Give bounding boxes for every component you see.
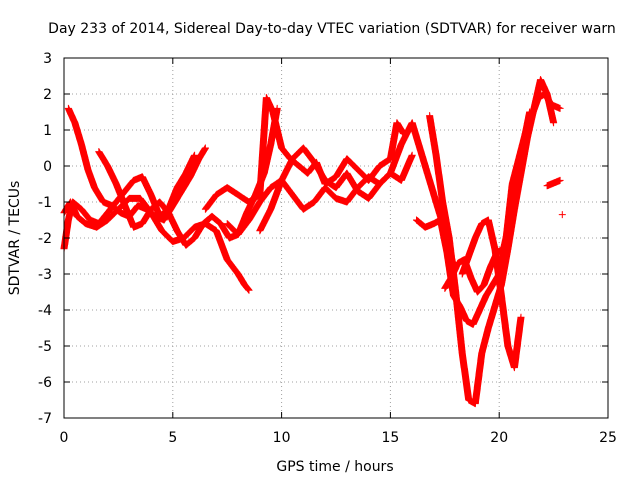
y-tick-label: -3 bbox=[38, 267, 52, 283]
axis-ticks: 0 5 10 15 20 25 -7 -6 -5 -4 -3 -2 -1 0 1 2 3 bbox=[38, 51, 617, 446]
series-track-6 bbox=[223, 151, 416, 238]
grid-lines bbox=[64, 58, 608, 418]
y-tick-label: 3 bbox=[43, 51, 52, 67]
y-tick-label: 1 bbox=[43, 123, 52, 139]
x-tick-label: 15 bbox=[381, 430, 399, 446]
x-tick-label: 10 bbox=[273, 430, 291, 446]
series-track-12 bbox=[543, 176, 564, 190]
x-tick-label: 20 bbox=[490, 430, 508, 446]
series-track-10 bbox=[441, 108, 534, 296]
y-tick-label: 2 bbox=[43, 87, 52, 103]
x-axis-label: GPS time / hours bbox=[276, 459, 393, 475]
x-tick-label: 0 bbox=[60, 430, 69, 446]
chart-title: Day 233 of 2014, Sidereal Day-to-day VTE… bbox=[48, 21, 616, 37]
y-tick-label: -6 bbox=[38, 375, 52, 391]
series-track-11 bbox=[458, 216, 525, 372]
y-tick-label: -7 bbox=[38, 411, 52, 427]
x-tick-label: 5 bbox=[168, 430, 177, 446]
y-tick-label: -5 bbox=[38, 339, 52, 355]
series-outlier bbox=[558, 211, 566, 219]
y-axis-label: SDTVAR / TECUs bbox=[7, 181, 23, 296]
y-tick-label: -1 bbox=[38, 195, 52, 211]
y-tick-label: -2 bbox=[38, 231, 52, 247]
y-tick-label: 0 bbox=[43, 159, 52, 175]
x-tick-label: 25 bbox=[599, 430, 617, 446]
series-track-3 bbox=[64, 104, 209, 224]
y-tick-label: -4 bbox=[38, 303, 52, 319]
data-points bbox=[60, 76, 566, 408]
